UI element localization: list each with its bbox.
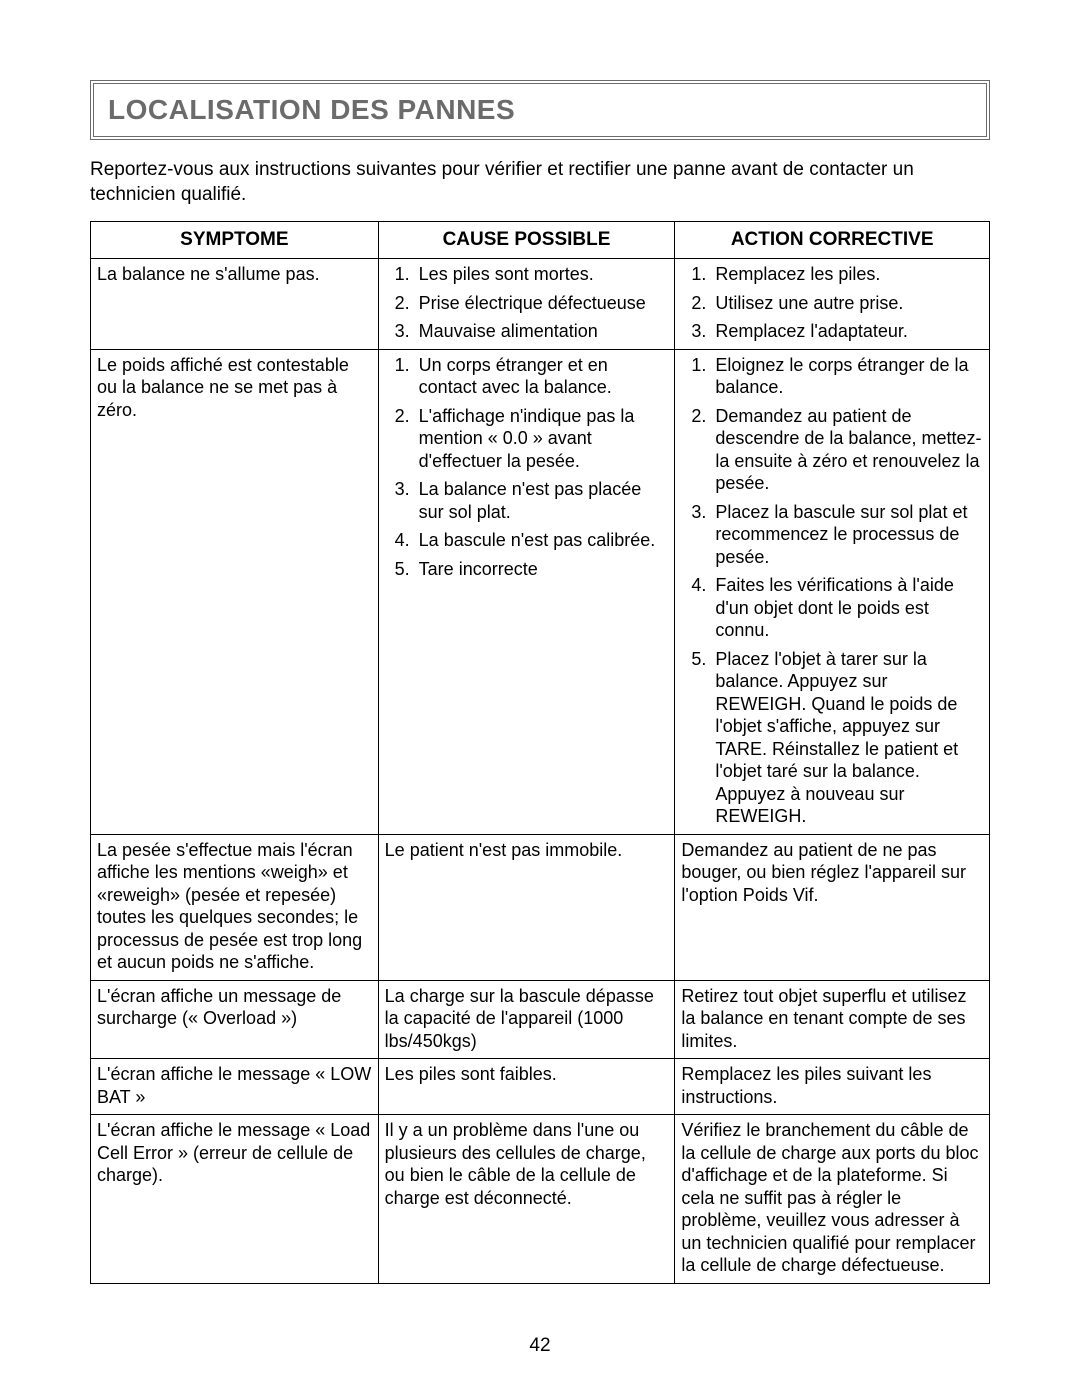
header-symptom: SYMPTOME — [91, 222, 379, 259]
section-title-box: LOCALISATION DES PANNES — [90, 80, 990, 140]
list-item: Placez l'objet à tarer sur la balance. A… — [711, 648, 983, 828]
list-item: Remplacez l'adaptateur. — [711, 320, 983, 343]
cause-cell: La charge sur la bascule dépasse la capa… — [378, 980, 675, 1059]
list-item: Faites les vérifications à l'aide d'un o… — [711, 574, 983, 642]
table-row: L'écran affiche le message « Load Cell E… — [91, 1115, 990, 1284]
cause-list: Les piles sont mortes. Prise électrique … — [385, 263, 669, 343]
list-item: Les piles sont mortes. — [415, 263, 669, 286]
page-number: 42 — [0, 1335, 1080, 1357]
header-action: ACTION CORRECTIVE — [675, 222, 990, 259]
symptom-cell: La pesée s'effectue mais l'écran affiche… — [91, 834, 379, 980]
symptom-cell: L'écran affiche le message « LOW BAT » — [91, 1059, 379, 1115]
table-row: L'écran affiche le message « LOW BAT » L… — [91, 1059, 990, 1115]
symptom-cell: L'écran affiche un message de surcharge … — [91, 980, 379, 1059]
symptom-cell: Le poids affiché est contestable ou la b… — [91, 349, 379, 834]
table-row: La balance ne s'allume pas. Les piles so… — [91, 259, 990, 350]
list-item: Un corps étranger et en contact avec la … — [415, 354, 669, 399]
troubleshooting-table: SYMPTOME CAUSE POSSIBLE ACTION CORRECTIV… — [90, 221, 990, 1283]
list-item: La bascule n'est pas calibrée. — [415, 529, 669, 552]
action-cell: Remplacez les piles. Utilisez une autre … — [675, 259, 990, 350]
action-list: Eloignez le corps étranger de la balance… — [681, 354, 983, 828]
cause-cell: Un corps étranger et en contact avec la … — [378, 349, 675, 834]
cause-cell: Il y a un problème dans l'une ou plusieu… — [378, 1115, 675, 1284]
page-container: LOCALISATION DES PANNES Reportez-vous au… — [0, 0, 1080, 1397]
intro-paragraph: Reportez-vous aux instructions suivantes… — [90, 158, 990, 207]
list-item: Demandez au patient de descendre de la b… — [711, 405, 983, 495]
list-item: Prise électrique défectueuse — [415, 292, 669, 315]
action-cell: Retirez tout objet superflu et utilisez … — [675, 980, 990, 1059]
cause-cell: Les piles sont mortes. Prise électrique … — [378, 259, 675, 350]
action-cell: Vérifiez le branchement du câble de la c… — [675, 1115, 990, 1284]
list-item: Utilisez une autre prise. — [711, 292, 983, 315]
list-item: L'affichage n'indique pas la mention « 0… — [415, 405, 669, 473]
table-row: La pesée s'effectue mais l'écran affiche… — [91, 834, 990, 980]
list-item: Mauvaise alimentation — [415, 320, 669, 343]
cause-cell: Le patient n'est pas immobile. — [378, 834, 675, 980]
list-item: Eloignez le corps étranger de la balance… — [711, 354, 983, 399]
list-item: Remplacez les piles. — [711, 263, 983, 286]
symptom-cell: La balance ne s'allume pas. — [91, 259, 379, 350]
table-row: L'écran affiche un message de surcharge … — [91, 980, 990, 1059]
section-title: LOCALISATION DES PANNES — [108, 94, 972, 126]
action-cell: Remplacez les piles suivant les instruct… — [675, 1059, 990, 1115]
list-item: Placez la bascule sur sol plat et recomm… — [711, 501, 983, 569]
list-item: La balance n'est pas placée sur sol plat… — [415, 478, 669, 523]
table-header-row: SYMPTOME CAUSE POSSIBLE ACTION CORRECTIV… — [91, 222, 990, 259]
header-cause: CAUSE POSSIBLE — [378, 222, 675, 259]
table-row: Le poids affiché est contestable ou la b… — [91, 349, 990, 834]
cause-list: Un corps étranger et en contact avec la … — [385, 354, 669, 581]
action-cell: Demandez au patient de ne pas bouger, ou… — [675, 834, 990, 980]
symptom-cell: L'écran affiche le message « Load Cell E… — [91, 1115, 379, 1284]
action-list: Remplacez les piles. Utilisez une autre … — [681, 263, 983, 343]
action-cell: Eloignez le corps étranger de la balance… — [675, 349, 990, 834]
cause-cell: Les piles sont faibles. — [378, 1059, 675, 1115]
list-item: Tare incorrecte — [415, 558, 669, 581]
